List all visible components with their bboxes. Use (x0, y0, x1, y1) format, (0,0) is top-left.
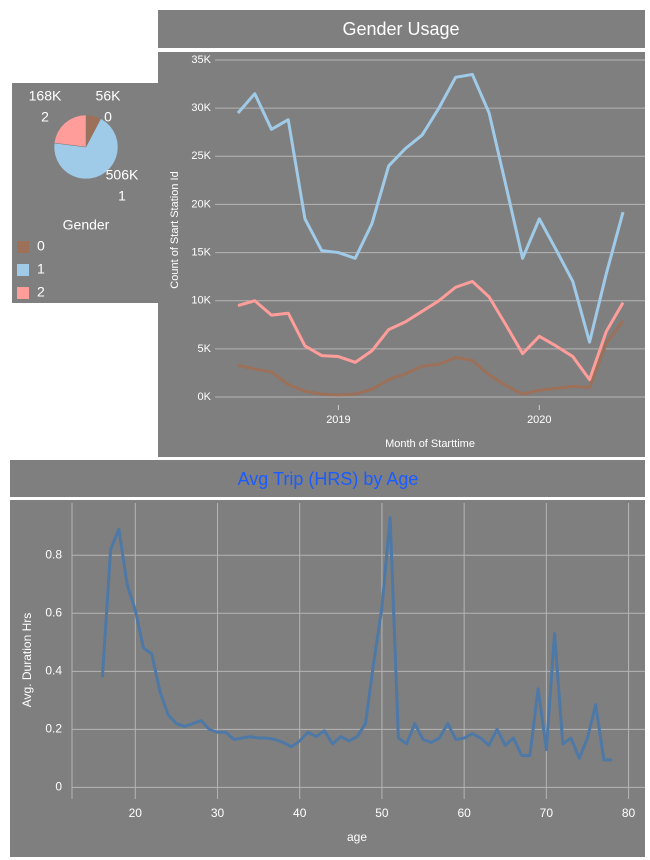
legend-label: 2 (37, 284, 45, 300)
x-tick-label: 70 (540, 806, 554, 820)
y-axis-label: Avg. Duration Hrs (20, 613, 34, 707)
y-tick-label: 35K (191, 54, 211, 66)
line-series (100, 516, 613, 762)
legend-swatch (17, 241, 29, 253)
y-tick-label: 0.6 (45, 605, 62, 619)
y-tick-label: 0.8 (45, 547, 62, 561)
x-tick-label: 40 (293, 806, 307, 820)
x-tick-label: 60 (457, 806, 471, 820)
data-label: 168K (29, 88, 62, 104)
title-bar (158, 10, 645, 48)
legend-swatch (17, 287, 29, 299)
pie-slice (53, 118, 119, 180)
y-tick-label: 10K (191, 295, 211, 307)
legend-title: Gender (63, 217, 110, 233)
line-series (236, 72, 625, 344)
y-tick-label: 15K (191, 246, 211, 258)
legend-label: 1 (37, 261, 45, 277)
y-tick-label: 0.2 (45, 722, 62, 736)
x-tick-label: 2019 (326, 414, 350, 426)
chart-title: Avg Trip (HRS) by Age (238, 469, 419, 489)
line-series (237, 279, 625, 382)
category-label: 1 (118, 188, 126, 204)
y-tick-label: 0K (198, 391, 212, 403)
legend-swatch (17, 264, 29, 276)
y-axis-label: Count of Start Station Id (169, 171, 181, 288)
data-label: 56K (96, 88, 122, 104)
x-tick-label: 20 (129, 806, 143, 820)
panel (10, 500, 645, 857)
category-label: 0 (104, 109, 112, 125)
y-tick-label: 0.4 (45, 663, 62, 677)
category-label: 2 (41, 109, 49, 125)
y-tick-label: 30K (191, 102, 211, 114)
title-bar (10, 460, 645, 497)
y-tick-label: 20K (191, 198, 211, 210)
x-tick-label: 80 (622, 806, 636, 820)
panel (158, 52, 645, 457)
legend-label: 0 (37, 238, 45, 254)
pie-slice (53, 114, 87, 148)
line-series (237, 320, 625, 397)
x-tick-label: 2020 (527, 414, 551, 426)
chart-title: Gender Usage (342, 19, 459, 39)
x-axis-label: Month of Starttime (385, 438, 475, 450)
y-tick-label: 25K (191, 150, 211, 162)
data-label: 506K (106, 167, 139, 183)
y-tick-label: 5K (198, 343, 212, 355)
x-tick-label: 50 (375, 806, 389, 820)
x-axis-label: age (347, 830, 367, 844)
y-tick-label: 0 (55, 780, 62, 794)
x-tick-label: 30 (211, 806, 225, 820)
